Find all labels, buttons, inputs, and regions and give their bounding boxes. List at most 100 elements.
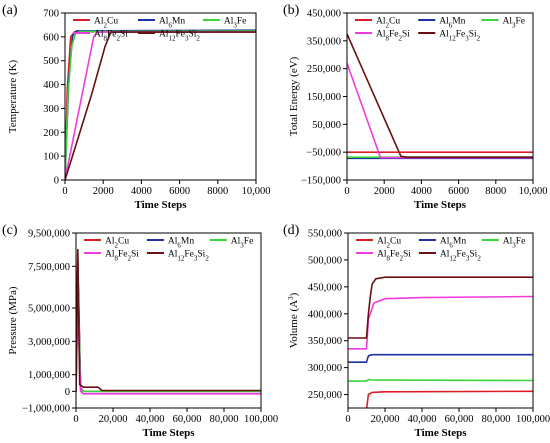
y-tick-label: 1,000,000 <box>28 370 70 381</box>
legend-label-al3fe: Al3Fe <box>502 17 524 30</box>
series-line-al8fe2si <box>65 31 256 180</box>
legend-label-al6mn: Al6Mn <box>168 237 194 250</box>
y-tick-label: 9,500,000 <box>28 229 70 240</box>
y-tick-label: 550,000 <box>308 229 342 240</box>
x-tick-label: 10,000 <box>242 186 271 197</box>
series-line-al2cu <box>76 257 261 393</box>
panel-d: 0 20,000 40,000 60,000 80,000 100,000 250,000 3… <box>283 223 550 439</box>
panel-b: 0 2000 4000 6000 8000 10,000 −150,000 −50,000 50… <box>283 3 547 211</box>
legend-label-al2cu: Al2Cu <box>377 237 401 250</box>
x-tick-label: 8000 <box>207 186 228 197</box>
series-line-al12fe3si2 <box>347 33 533 158</box>
panel-a: 0 2000 4000 6000 8000 10,000 0 100 200 300 400 500 6… <box>2 3 270 211</box>
x-tick-label: 40,000 <box>136 414 165 425</box>
x-tick-label: 40,000 <box>408 414 437 425</box>
panel-label: (b) <box>283 3 300 18</box>
series-line-al12fe3si2 <box>76 248 261 392</box>
y-tick-label: 150,000 <box>307 92 341 103</box>
series-line-al3fe <box>65 30 256 180</box>
plot-frame <box>347 232 534 409</box>
y-tick-label: 250,000 <box>307 64 341 75</box>
panel-label: (a) <box>2 3 18 18</box>
y-tick-label: 450,000 <box>308 282 342 293</box>
series-line-al12fe3si2 <box>348 276 533 339</box>
x-axis-label: Time Steps <box>414 199 467 211</box>
legend-label-al12fe3si2: Al12Fe3Si2 <box>159 30 200 43</box>
series-line-al6mn <box>348 353 533 364</box>
series-line-al2cu <box>365 390 533 408</box>
x-tick-label: 0 <box>62 186 67 197</box>
x-tick-label: 80,000 <box>210 414 239 425</box>
series-line-al8fe2si <box>76 307 261 395</box>
series-group <box>348 276 533 408</box>
legend: Al2Cu Al6Mn Al3Fe Al8Fe2Si Al12Fe3Si2 <box>355 17 525 43</box>
legend-label-al3fe: Al3Fe <box>231 237 254 250</box>
y-tick-label: 700 <box>43 9 59 20</box>
y-tick-label: 0 <box>65 387 70 398</box>
y-tick-label: 0 <box>54 176 59 187</box>
y-tick-label: 400,000 <box>308 309 342 320</box>
y-tick-label: 50,000 <box>312 120 341 131</box>
panel-label: (d) <box>283 223 300 238</box>
x-tick-label: 0 <box>73 414 78 425</box>
x-tick-label: 60,000 <box>445 414 474 425</box>
y-tick-label: 3,000,000 <box>28 337 70 348</box>
y-axis-label: Pressure (MPa) <box>7 286 19 354</box>
legend-label-al12fe3si2: Al12Fe3Si2 <box>168 250 209 263</box>
y-tick-label: 200 <box>43 128 59 139</box>
y-axis-label: Volume (A3) <box>287 292 300 348</box>
x-tick-label: 0 <box>345 414 350 425</box>
series-line-al3fe <box>348 378 533 382</box>
series-group <box>347 33 533 160</box>
series-line-al8fe2si <box>348 295 533 350</box>
y-tick-label: 5,000,000 <box>28 304 70 315</box>
x-axis-label: Time Steps <box>414 427 467 439</box>
series-line-al6mn <box>76 265 261 393</box>
legend-label-al3fe: Al3Fe <box>224 17 247 30</box>
legend-label-al2cu: Al2Cu <box>376 17 400 30</box>
series-group <box>65 29 256 180</box>
x-tick-label: 0 <box>344 186 349 197</box>
plot-frame <box>75 232 262 409</box>
series-line-al6mn <box>65 29 256 180</box>
legend-label-al2cu: Al2Cu <box>94 17 118 30</box>
legend: Al2Cu Al6Mn Al3Fe Al8Fe2Si Al12Fe3Si2 <box>84 237 253 263</box>
x-tick-label: 4000 <box>131 186 152 197</box>
legend-label-al6mn: Al6Mn <box>439 17 465 30</box>
series-line-al2cu <box>65 30 256 180</box>
x-tick-label: 20,000 <box>99 414 128 425</box>
x-tick-label: 8000 <box>485 186 506 197</box>
legend-label-al6mn: Al6Mn <box>159 17 185 30</box>
legend-label-al8fe2si: Al8Fe2Si <box>105 250 139 263</box>
legend: Al2Cu Al6Mn Al3Fe Al8Fe2Si Al12Fe3Si2 <box>73 17 246 43</box>
y-tick-label: 450,000 <box>307 9 341 20</box>
legend: Al2Cu Al6Mn Al3Fe Al8Fe2Si Al12Fe3Si2 <box>356 237 525 263</box>
legend-label-al6mn: Al6Mn <box>440 237 466 250</box>
x-tick-label: 100,000 <box>244 414 278 425</box>
x-tick-label: 10,000 <box>519 186 548 197</box>
series-line-al12fe3si2 <box>65 31 256 180</box>
panel-c: 0 20,000 40,000 60,000 80,000 100,000 −1,000,0… <box>2 223 278 439</box>
y-tick-label: 400 <box>43 80 59 91</box>
series-line-al8fe2si <box>347 62 533 159</box>
y-tick-label: 100 <box>43 152 59 163</box>
x-tick-label: 100,000 <box>516 414 550 425</box>
legend-label-al12fe3si2: Al12Fe3Si2 <box>439 30 480 43</box>
legend-label-al2cu: Al2Cu <box>105 237 129 250</box>
x-axis-label: Time Steps <box>134 199 187 211</box>
series-line-al3fe <box>76 273 261 393</box>
x-tick-label: 60,000 <box>173 414 202 425</box>
panel-label: (c) <box>2 223 18 238</box>
y-tick-label: −150,000 <box>301 176 341 187</box>
y-tick-label: 500 <box>43 56 59 67</box>
y-tick-label: 600 <box>43 32 59 43</box>
x-tick-label: 6000 <box>169 186 190 197</box>
y-tick-label: 250,000 <box>308 390 342 401</box>
series-group <box>76 248 261 395</box>
x-tick-label: 2000 <box>93 186 114 197</box>
legend-label-al8fe2si: Al8Fe2Si <box>376 30 410 43</box>
legend-label-al8fe2si: Al8Fe2Si <box>94 30 128 43</box>
x-axis-label: Time Steps <box>142 427 195 439</box>
legend-label-al8fe2si: Al8Fe2Si <box>377 250 411 263</box>
